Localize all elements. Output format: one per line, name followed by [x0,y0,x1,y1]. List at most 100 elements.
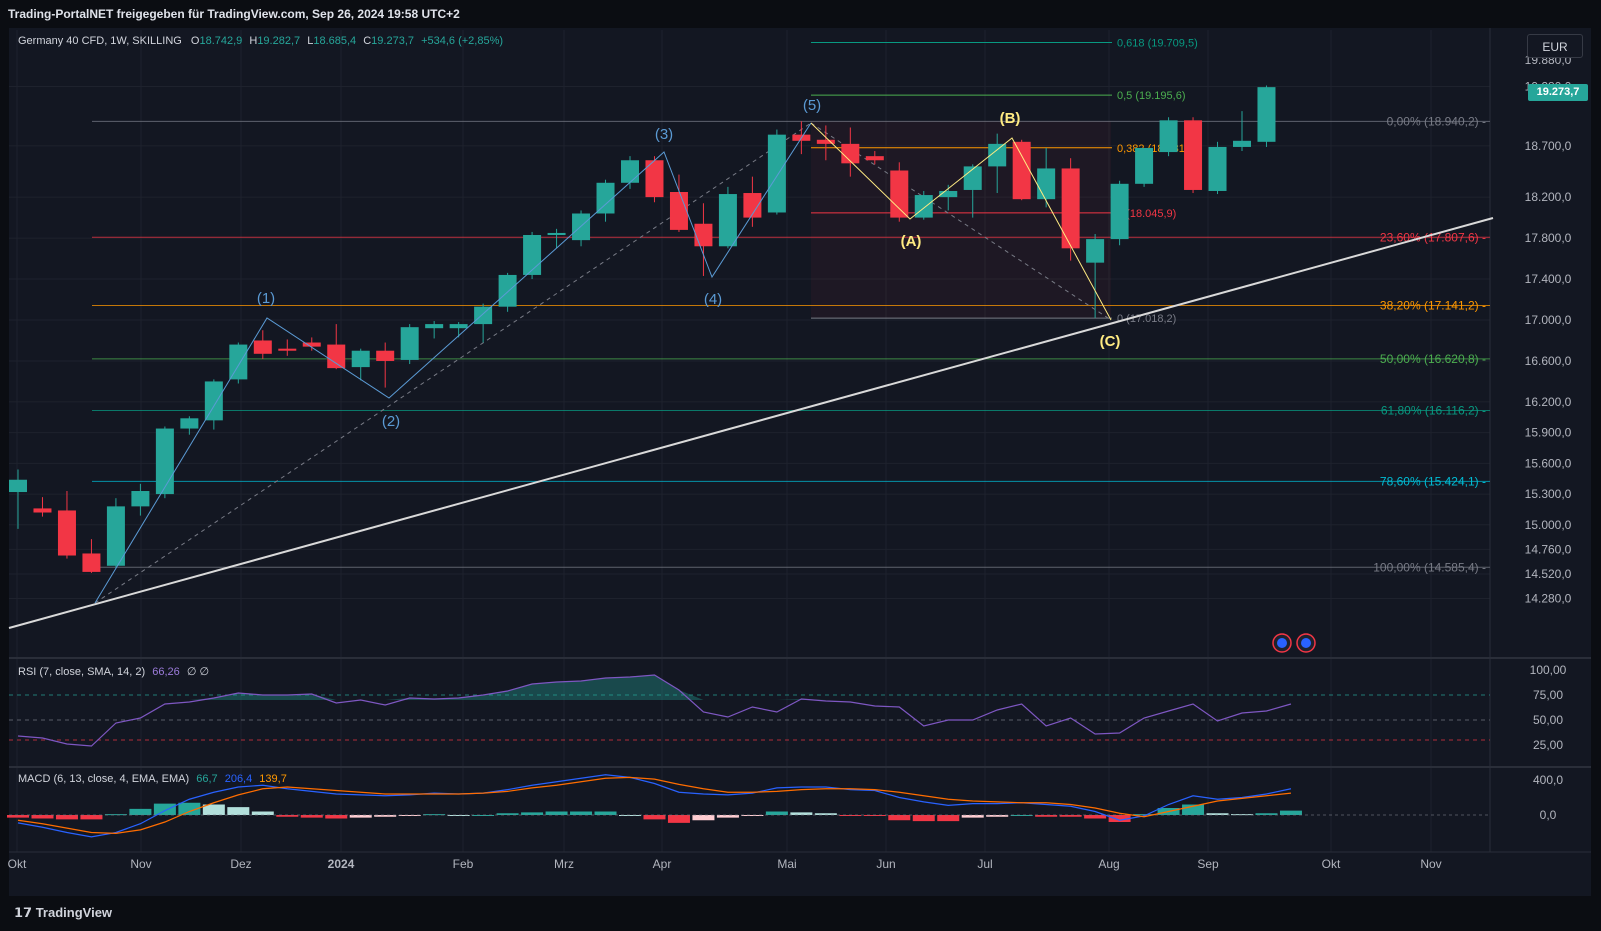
macd-histogram-bar [447,815,470,816]
price-axis-label: 14.520,0 [1525,567,1572,581]
macd-histogram-bar [31,815,54,819]
candle-body [33,508,52,513]
time-axis-label: Apr [653,857,672,871]
macd-histogram-bar [790,812,813,815]
high-value: 19.282,7 [257,35,301,47]
macd-histogram-bar [129,808,152,815]
low-value: 18.685,4 [313,35,357,47]
projection-line [810,122,1112,321]
fib-retracement-label: 23,60% (17.807,6) - [1380,230,1486,244]
fib-retracement-label: 78,60% (15.424,1) - [1380,474,1486,488]
elliott-impulse-wave [94,122,812,604]
wave-label: (3) [655,126,673,143]
candle-body [425,324,444,329]
macd-histogram-bar [1182,804,1205,815]
macd-label: MACD (6, 13, close, 4, EMA, EMA) [18,773,190,785]
candle-body [180,418,199,429]
macd-histogram-bar [1010,815,1033,816]
macd-histogram-bar [153,803,176,815]
close-label: C [363,35,372,47]
macd-histogram-bar [178,802,201,815]
candle-body [376,350,395,361]
chart-pane[interactable] [9,28,1591,896]
fib-retracement-label: 38,20% (17.141,2) - [1380,299,1486,313]
candle-body [278,348,297,351]
fib-extension-label: 0,618 (19.709,5) [1117,38,1198,50]
candle-body [939,190,958,198]
macd-histogram-bar [986,815,1009,817]
macd-histogram-bar [496,813,519,815]
candle-body [963,166,982,190]
macd-histogram-bar [423,814,446,816]
open-label: O [190,35,200,47]
fib-extension-label: 0 (17.018,2) [1117,313,1176,325]
change-value: +534,6 (+2,85%) [421,35,504,47]
rsi-label: RSI (7, close, SMA, 14, 2) [18,666,146,678]
candle-body [669,192,688,230]
macd-histogram-bar [667,815,690,823]
signal-value: 206,4 [224,773,253,785]
symbol-title[interactable]: Germany 40 CFD, 1W, SKILLING [18,35,182,47]
candle-body [1086,239,1105,263]
low-label: L [307,35,314,47]
candle-body [1110,183,1129,240]
candle-body [1135,147,1154,184]
tradingview-logo[interactable]: 𝟭𝟳 TradingView [14,905,112,921]
price-axis-label: 17.400,0 [1525,272,1572,286]
macd-histogram-bar [961,815,984,818]
macd-histogram-bar [1084,815,1107,819]
wave-label: (C) [1100,333,1121,350]
candle-body [449,324,468,329]
share-caption-bar: Trading-PortalNET freigegeben für Tradin… [0,0,1601,28]
rsi-axis-label: 100,00 [1530,663,1567,677]
rsi-legend[interactable]: RSI (7, close, SMA, 14, 2) 66,26 ∅ ∅ [18,665,209,678]
macd-histogram-bar [104,814,127,816]
macd-legend[interactable]: MACD (6, 13, close, 4, EMA, EMA) 66,7 20… [18,773,287,785]
candle-body [155,428,174,495]
candle-body [890,170,909,218]
time-axis-label: Aug [1098,857,1119,871]
candle-body [351,350,370,368]
candle-body [743,193,762,218]
fib-retracement-label: 100,00% (14.585,4) - [1373,560,1486,574]
candle-body [82,553,101,572]
candle-body [547,232,566,236]
macd-line [17,774,1292,838]
currency-button[interactable]: EUR [1527,34,1583,58]
macd-histogram-bar [349,815,372,818]
time-axis-label: 2024 [328,857,355,871]
macd-axis-label: 0,0 [1540,808,1557,822]
rsi-axis-label: 75,00 [1533,688,1563,702]
macd-histogram-bar [1279,810,1302,815]
macd-signal-line [17,776,1292,834]
event-flag-icon [1301,638,1311,648]
candle-body [988,143,1007,167]
event-flag-icon [1277,638,1287,648]
rsi-overbought-fill [18,675,1291,700]
fib-retracement-label: 50,00% (16.620,8) - [1380,352,1486,366]
time-axis-label: Dez [230,857,251,871]
price-axis-label: 16.600,0 [1525,354,1572,368]
price-axis-label: 15.900,0 [1525,426,1572,440]
macd-histogram-bar [1206,813,1229,815]
macd-histogram-bar [765,811,788,815]
candle-body [645,160,664,198]
share-caption: Trading-PortalNET freigegeben für Tradin… [8,7,460,21]
wave-label: (A) [901,233,922,250]
time-axis-label: Nov [130,857,151,871]
macd-histogram-bar [1035,815,1058,817]
time-axis-label: Nov [1420,857,1441,871]
candle-body [621,160,639,183]
candle-body [914,195,933,218]
candle-body [841,143,860,164]
brand-label: TradingView [35,905,113,920]
candle-body [327,344,346,369]
candle-body [253,340,272,354]
macd-histogram-bar [716,815,739,818]
macd-value: 66,7 [196,773,218,785]
time-axis-label: Jul [977,857,992,871]
macd-histogram-bar [1059,815,1082,817]
fib-retracement-label: 0,00% (18.940,2) - [1387,114,1486,128]
price-axis-label: 17.800,0 [1525,231,1572,245]
